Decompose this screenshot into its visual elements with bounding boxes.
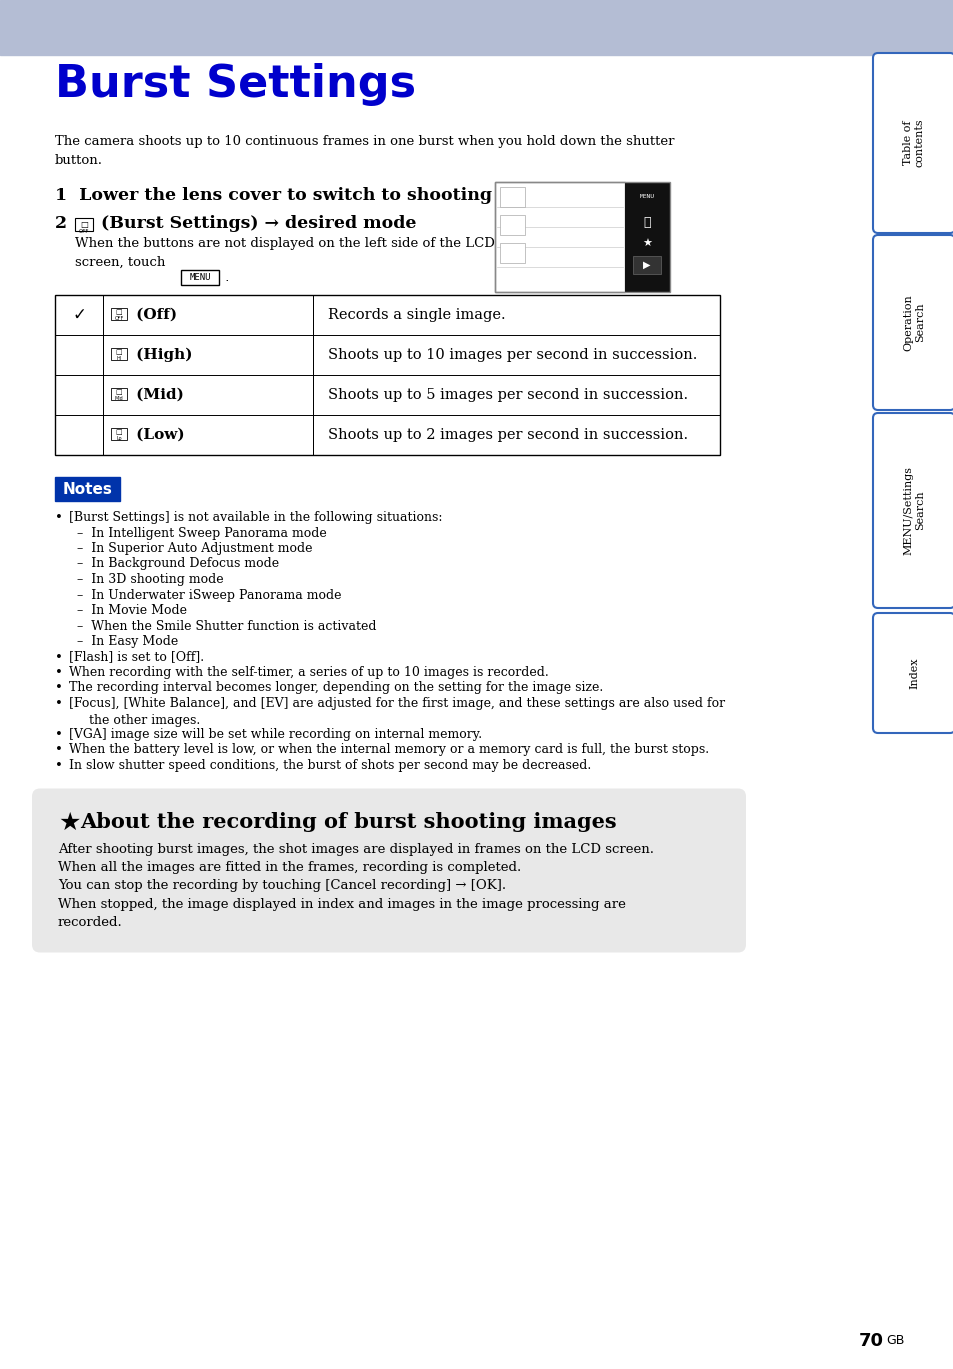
Bar (633, 256, 660, 274)
Text: ★: ★ (641, 240, 651, 249)
Text: .: . (221, 271, 229, 283)
Text: 1  Lower the lens cover to switch to shooting mode.: 1 Lower the lens cover to switch to shoo… (55, 188, 557, 204)
Bar (55, 294, 720, 455)
Bar (111, 387, 127, 400)
Text: •: • (55, 697, 63, 711)
Bar (181, 270, 219, 285)
FancyBboxPatch shape (32, 789, 745, 953)
Text: Operation
Search: Operation Search (902, 294, 923, 350)
Text: 📷: 📷 (642, 215, 650, 229)
Text: Hi: Hi (116, 356, 121, 360)
Text: Table of
contents: Table of contents (902, 119, 923, 167)
Text: –  When the Smile Shutter function is activated: – When the Smile Shutter function is act… (77, 620, 376, 632)
Bar (111, 308, 127, 320)
Text: Burst Settings: Burst Settings (55, 63, 416, 105)
Text: Records a single image.: Records a single image. (328, 308, 505, 322)
Text: OFF: OFF (114, 315, 124, 320)
Text: •: • (55, 665, 63, 679)
Text: (Burst Settings) → desired mode: (Burst Settings) → desired mode (95, 215, 416, 231)
Text: –  In Underwater iSweep Panorama mode: – In Underwater iSweep Panorama mode (77, 589, 341, 601)
FancyBboxPatch shape (872, 413, 953, 608)
Text: (Low): (Low) (131, 428, 185, 442)
Text: –  In Movie Mode: – In Movie Mode (77, 604, 187, 617)
Text: ✓: ✓ (72, 307, 86, 324)
Text: Shoots up to 2 images per second in succession.: Shoots up to 2 images per second in succ… (328, 428, 687, 442)
Text: When the battery level is low, or when the internal memory or a memory card is f: When the battery level is low, or when t… (69, 743, 708, 757)
Text: □: □ (115, 349, 122, 355)
Bar (624, 182, 669, 292)
Text: ▶: ▶ (642, 260, 650, 270)
Text: –  In 3D shooting mode: – In 3D shooting mode (77, 574, 223, 586)
Text: □: □ (115, 428, 122, 435)
Text: [Flash] is set to [Off].: [Flash] is set to [Off]. (69, 650, 204, 664)
Text: •: • (55, 682, 63, 694)
Text: •: • (55, 650, 63, 664)
Text: Shoots up to 10 images per second in succession.: Shoots up to 10 images per second in suc… (328, 348, 697, 361)
Bar (55, 476, 120, 501)
Bar (495, 182, 624, 292)
Text: •: • (55, 728, 63, 741)
Text: Notes: Notes (63, 482, 112, 497)
Bar (499, 244, 524, 263)
Text: •: • (55, 743, 63, 757)
Bar (499, 215, 524, 235)
Bar (499, 188, 524, 207)
Text: When the buttons are not displayed on the left side of the LCD
screen, touch: When the buttons are not displayed on th… (75, 237, 495, 268)
Bar (0, 0, 953, 55)
Text: [Burst Settings] is not available in the following situations:: [Burst Settings] is not available in the… (69, 511, 442, 524)
Bar (75, 218, 92, 231)
Text: When recording with the self-timer, a series of up to 10 images is recorded.: When recording with the self-timer, a se… (69, 665, 548, 679)
Text: About the recording of burst shooting images: About the recording of burst shooting im… (80, 812, 616, 832)
Text: (High): (High) (131, 348, 193, 363)
Bar (111, 428, 127, 439)
Text: –  In Superior Auto Adjustment mode: – In Superior Auto Adjustment mode (77, 542, 313, 554)
Text: OFF: OFF (79, 229, 90, 234)
Text: ★: ★ (58, 810, 80, 835)
FancyBboxPatch shape (872, 53, 953, 233)
Text: Shoots up to 5 images per second in succession.: Shoots up to 5 images per second in succ… (328, 387, 687, 402)
Text: GB: GB (885, 1335, 903, 1347)
Text: [Focus], [White Balance], and [EV] are adjusted for the first image, and these s: [Focus], [White Balance], and [EV] are a… (69, 697, 724, 727)
Text: •: • (55, 511, 63, 524)
Text: (Mid): (Mid) (131, 387, 184, 402)
Bar (495, 182, 669, 292)
Text: The recording interval becomes longer, depending on the setting for the image si: The recording interval becomes longer, d… (69, 682, 602, 694)
Text: •: • (55, 758, 63, 772)
Text: MENU: MENU (639, 194, 654, 200)
Text: In slow shutter speed conditions, the burst of shots per second may be decreased: In slow shutter speed conditions, the bu… (69, 758, 591, 772)
Text: The camera shoots up to 10 continuous frames in one burst when you hold down the: The camera shoots up to 10 continuous fr… (55, 136, 674, 167)
Text: [VGA] image size will be set while recording on internal memory.: [VGA] image size will be set while recor… (69, 728, 481, 741)
Text: –  In Background Defocus mode: – In Background Defocus mode (77, 557, 279, 571)
Text: 2: 2 (55, 215, 67, 231)
Text: Index: Index (908, 657, 918, 689)
Text: (Off): (Off) (131, 308, 177, 322)
Text: 70: 70 (858, 1332, 883, 1350)
Text: □: □ (80, 220, 88, 229)
FancyBboxPatch shape (872, 235, 953, 409)
Text: MENU: MENU (189, 272, 211, 282)
FancyBboxPatch shape (872, 613, 953, 732)
Text: –  In Intelligent Sweep Panorama mode: – In Intelligent Sweep Panorama mode (77, 527, 327, 539)
Text: MENU/Settings
Search: MENU/Settings Search (902, 465, 923, 554)
Text: Mid: Mid (114, 396, 123, 401)
Bar (111, 348, 127, 360)
Text: After shooting burst images, the shot images are displayed in frames on the LCD : After shooting burst images, the shot im… (58, 842, 654, 930)
Text: □: □ (115, 389, 122, 396)
Text: –  In Easy Mode: – In Easy Mode (77, 635, 178, 648)
Text: Lo: Lo (116, 435, 122, 441)
Text: □: □ (115, 309, 122, 315)
